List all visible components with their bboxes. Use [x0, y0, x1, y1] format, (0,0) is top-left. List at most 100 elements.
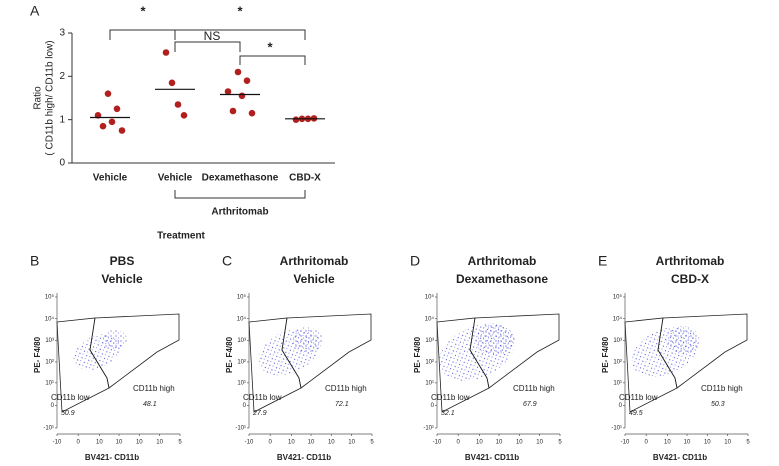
- gate-value: 32.1: [441, 410, 455, 417]
- y-tick-label: 10⁴: [425, 315, 435, 322]
- data-point: [243, 77, 251, 84]
- x-tick-label: -10: [245, 440, 254, 446]
- data-point: [168, 79, 176, 87]
- gate-value: 50.9: [61, 410, 75, 417]
- panel-title: Arthritomab: [468, 254, 537, 268]
- gate-high: [281, 313, 372, 389]
- x-tick-label: 0: [645, 440, 649, 446]
- panel-title: Dexamethasone: [456, 272, 548, 286]
- y-tick-label: 10¹: [425, 380, 434, 386]
- y-tick-label: 10⁵: [613, 294, 623, 301]
- x-tick-label: 10: [724, 440, 731, 446]
- x-tick-label: 5: [370, 440, 374, 446]
- y-axis-label: Ratio: [33, 86, 44, 110]
- panel-title: Vehicle: [101, 272, 143, 286]
- x-axis-label: Treatment: [157, 231, 205, 242]
- gate-value: 50.3: [711, 401, 725, 408]
- y-tick-label: 1: [59, 114, 65, 125]
- gate-label: CD11b low: [243, 393, 282, 402]
- sig-label: *: [237, 3, 243, 18]
- panel-title: Arthritomab: [280, 254, 349, 268]
- x-tick-label: 10: [348, 440, 355, 446]
- gate-label: CD11b low: [619, 393, 658, 402]
- y-axis-label: PE- F4/80: [225, 336, 234, 373]
- panel-title: Vehicle: [293, 272, 335, 286]
- y-tick-label: 10⁴: [45, 315, 55, 322]
- event-cloud: [475, 324, 515, 356]
- panel-letter: B: [30, 253, 39, 269]
- y-tick-label: 10⁴: [237, 315, 247, 322]
- gate-value: 67.9: [523, 401, 537, 408]
- y-tick-label: 0: [243, 403, 247, 409]
- gate-label: CD11b low: [431, 393, 470, 402]
- gate-label: CD11b high: [513, 384, 555, 393]
- event-cloud: [291, 327, 323, 353]
- y-tick-label: -10¹: [423, 426, 434, 432]
- panel-title: Arthritomab: [656, 254, 725, 268]
- gate-high: [89, 313, 180, 389]
- panel-letter: A: [30, 3, 40, 19]
- y-tick-label: 0: [431, 403, 435, 409]
- x-tick-label: 0: [457, 440, 461, 446]
- event-cloud: [666, 326, 700, 354]
- x-tick-label: 10: [156, 440, 163, 446]
- x-tick-label: 10: [136, 440, 143, 446]
- data-point: [118, 127, 126, 134]
- panel-title: CBD-X: [671, 272, 709, 286]
- sig-label: NS: [204, 29, 221, 43]
- event-cloud: [258, 328, 320, 376]
- event-cloud: [631, 326, 699, 378]
- y-tick-label: 10⁵: [237, 294, 247, 301]
- x-tick-label: 10: [288, 440, 295, 446]
- gate-high: [469, 313, 560, 389]
- group-bracket: [174, 190, 306, 199]
- data-point: [224, 88, 232, 95]
- y-tick-label: 10¹: [237, 380, 246, 386]
- gate-value: 48.1: [143, 401, 157, 408]
- panel-title: PBS: [110, 254, 135, 268]
- y-tick-label: 0: [59, 158, 65, 169]
- data-point: [99, 122, 107, 130]
- y-tick-label: 10¹: [613, 380, 622, 386]
- data-point: [174, 101, 182, 108]
- gate-value: 72.1: [335, 401, 349, 408]
- x-tick-label: 10: [496, 440, 503, 446]
- x-tick-label: 5: [558, 440, 562, 446]
- data-point: [108, 118, 116, 126]
- y-tick-label: -10¹: [235, 426, 246, 432]
- x-axis-label: BV421- CD11b: [653, 453, 707, 462]
- x-tick-label: 10: [664, 440, 671, 446]
- y-tick-label: 0: [619, 403, 623, 409]
- data-point: [162, 49, 170, 56]
- data-point: [229, 107, 237, 115]
- y-tick-label: -10¹: [611, 426, 622, 432]
- x-axis-label: BV421- CD11b: [85, 453, 139, 462]
- x-axis-label: BV421- CD11b: [277, 453, 331, 462]
- group-label: Arthritomab: [211, 207, 268, 218]
- x-tick-label: 10: [536, 440, 543, 446]
- sig-label: *: [140, 3, 146, 18]
- y-axis-label: PE- F4/80: [413, 336, 422, 373]
- x-tick-label: 10: [704, 440, 711, 446]
- y-tick-label: -10¹: [43, 426, 54, 432]
- x-tick-label: -10: [53, 440, 62, 446]
- y-tick-label: 10²: [237, 360, 246, 366]
- x-tick-label: 10: [684, 440, 691, 446]
- y-tick-label: 10⁵: [45, 294, 55, 301]
- x-tick-label: CBD-X: [289, 173, 321, 184]
- x-tick-label: 10: [328, 440, 335, 446]
- y-axis-label: PE- F4/80: [601, 336, 610, 373]
- data-point: [248, 109, 256, 117]
- data-point: [234, 68, 242, 76]
- x-tick-label: Vehicle: [158, 173, 193, 184]
- y-tick-label: 10³: [613, 338, 622, 344]
- gate-label: CD11b high: [133, 384, 175, 393]
- data-point: [292, 116, 300, 123]
- data-point: [238, 92, 246, 100]
- y-tick-label: 0: [51, 403, 55, 409]
- x-tick-label: 5: [746, 440, 750, 446]
- x-tick-label: -10: [433, 440, 442, 446]
- x-tick-label: Vehicle: [93, 173, 128, 184]
- x-tick-label: 5: [178, 440, 182, 446]
